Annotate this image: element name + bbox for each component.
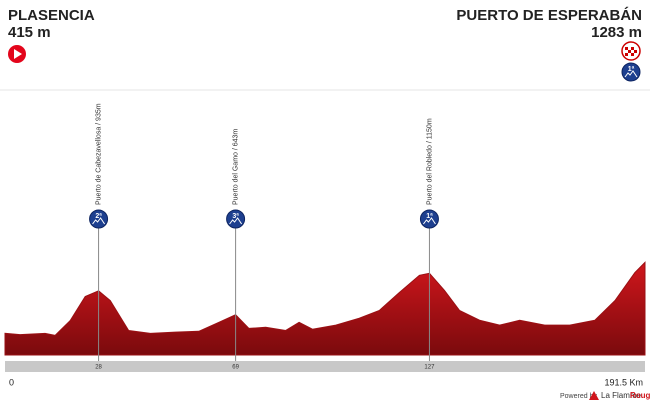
x-tick-label: 69: [232, 365, 239, 371]
mountain-icon: [423, 217, 436, 225]
category-label: 1ª: [426, 213, 433, 220]
footer-brand2: Rouge: [630, 391, 650, 400]
category-label: 2ª: [95, 213, 102, 220]
category-badge: [419, 209, 439, 229]
category-badge: [89, 209, 109, 229]
footer-brand: La Flamme: [601, 391, 642, 400]
climb-name: Puerto de Cabezavellosa / 935m: [95, 103, 102, 205]
finish-elevation: 1283 m: [591, 24, 642, 41]
category-badge: [226, 209, 246, 229]
category-label: 3ª: [232, 213, 239, 220]
start-name: PLASENCIA: [8, 7, 95, 24]
x-tick-label: 127: [424, 365, 435, 371]
footer-powered: Powered by: [560, 393, 597, 400]
finish-flag: [621, 41, 641, 61]
category-label: 1ª: [628, 66, 635, 73]
x-tick-label: 191.5 Km: [604, 377, 643, 387]
category-badge: [621, 62, 641, 82]
mountain-icon: [624, 70, 638, 78]
x-tick-label: 28: [95, 365, 102, 371]
mountain-icon: [229, 217, 243, 225]
finish-name: PUERTO DE ESPERABÁN: [456, 7, 642, 24]
elevation-area: [4, 261, 646, 356]
start-elevation: 415 m: [8, 24, 51, 41]
footer-logo: [589, 391, 599, 400]
mountain-icon: [92, 217, 105, 225]
climb-name: Puerto del Robledo / 1150m: [426, 118, 433, 205]
x-tick-label: 0: [9, 377, 14, 387]
climb-name: Puerto del Gamo / 643m: [232, 129, 239, 205]
start-icon-arrow: [14, 49, 22, 59]
km-band: [5, 361, 645, 372]
